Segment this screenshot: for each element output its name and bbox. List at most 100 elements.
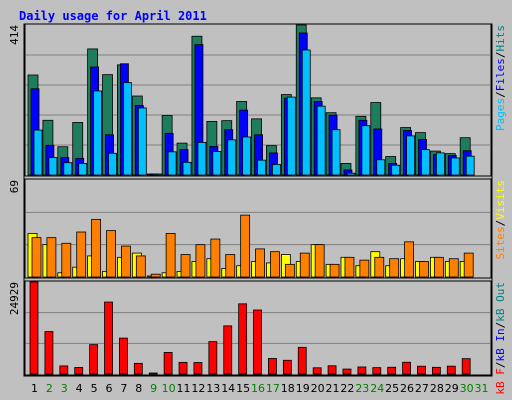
bar-kb-f-day-21 bbox=[327, 365, 337, 375]
bar-sites-day-21 bbox=[329, 263, 340, 278]
bar-kb-f-day-29 bbox=[446, 365, 456, 375]
day-label-7: 7 bbox=[120, 382, 127, 395]
legend-part: / bbox=[494, 362, 507, 369]
y-max-label: 414 bbox=[8, 25, 21, 45]
bar-sites-day-18 bbox=[284, 263, 295, 278]
legend-part: Visits bbox=[494, 180, 507, 220]
bar-sites-day-13 bbox=[210, 238, 221, 278]
day-label-29: 29 bbox=[445, 382, 459, 395]
bar-pages-day-7 bbox=[123, 82, 132, 176]
day-label-19: 19 bbox=[296, 382, 310, 395]
bar-kb-f-day-15 bbox=[238, 303, 248, 375]
bar-sites-day-30 bbox=[463, 252, 474, 278]
legend-part: Pages bbox=[494, 98, 507, 131]
bar-kb-f-day-12 bbox=[193, 362, 203, 375]
legend-part: kB F bbox=[494, 368, 507, 395]
bar-kb-f-day-24 bbox=[372, 367, 382, 375]
day-label-17: 17 bbox=[266, 382, 280, 395]
legend-part: Files bbox=[494, 58, 507, 91]
bar-kb-f-day-20 bbox=[312, 367, 322, 375]
bar-kb-f-day-17 bbox=[268, 358, 277, 375]
bar-pages-day-18 bbox=[286, 96, 296, 176]
bar-kb-f-day-25 bbox=[387, 366, 397, 375]
bar-pages-day-22 bbox=[346, 172, 356, 176]
day-label-5: 5 bbox=[91, 382, 98, 395]
day-label-24: 24 bbox=[370, 382, 384, 395]
day-label-30: 30 bbox=[460, 382, 474, 395]
chart-panel-middle: 69 Sites/Visits bbox=[8, 178, 507, 279]
bar-pages-day-1 bbox=[33, 129, 43, 176]
bar-kb-f-day-1 bbox=[29, 281, 39, 375]
bar-pages-day-28 bbox=[435, 152, 445, 176]
y-max-label: 69 bbox=[8, 180, 21, 193]
bar-pages-day-24 bbox=[376, 159, 386, 176]
bar-pages-day-12 bbox=[197, 141, 207, 176]
bar-kb-f-day-19 bbox=[297, 346, 307, 375]
bar-kb-f-day-7 bbox=[119, 337, 128, 375]
bar-kb-f-day-14 bbox=[223, 325, 233, 375]
bar-kb-f-day-23 bbox=[357, 366, 367, 375]
bar-sites-day-3 bbox=[61, 242, 72, 278]
bar-kb-f-day-2 bbox=[44, 331, 54, 375]
bar-kb-f-day-10 bbox=[163, 352, 173, 375]
legend-part: Sites bbox=[494, 226, 507, 259]
day-label-16: 16 bbox=[251, 382, 265, 395]
bar-pages-day-30 bbox=[465, 155, 475, 176]
bar-sites-day-23 bbox=[359, 259, 370, 278]
day-label-11: 11 bbox=[176, 382, 190, 395]
day-label-28: 28 bbox=[430, 382, 444, 395]
bar-kb-f-day-5 bbox=[89, 344, 99, 375]
bar-sites-day-20 bbox=[314, 244, 325, 278]
day-label-23: 23 bbox=[355, 382, 369, 395]
day-label-14: 14 bbox=[221, 382, 235, 395]
bar-pages-day-5 bbox=[93, 90, 103, 176]
bar-kb-f-day-11 bbox=[178, 361, 188, 375]
bar-kb-f-day-3 bbox=[59, 365, 69, 375]
legend-part: kB Out bbox=[494, 282, 507, 322]
bar-sites-day-5 bbox=[91, 218, 102, 278]
day-label-4: 4 bbox=[76, 382, 83, 395]
day-label-31: 31 bbox=[475, 382, 489, 395]
bar-sites-day-16 bbox=[255, 248, 265, 278]
bar-pages-day-15 bbox=[242, 136, 252, 176]
day-label-25: 25 bbox=[385, 382, 399, 395]
day-label-15: 15 bbox=[236, 382, 250, 395]
right-legend-label: Pages/Files/Hits bbox=[494, 25, 507, 131]
bar-kb-f-day-8 bbox=[133, 362, 143, 375]
bar-kb-f-day-16 bbox=[253, 309, 262, 375]
bar-kb-f-day-28 bbox=[431, 366, 441, 375]
legend-part: / bbox=[494, 91, 507, 98]
legend-part: / bbox=[494, 322, 507, 329]
legend-part: / bbox=[494, 220, 507, 227]
y-max-label: 24929 bbox=[8, 282, 21, 315]
bar-kb-f-day-13 bbox=[208, 341, 218, 375]
day-label-3: 3 bbox=[61, 382, 68, 395]
bar-pages-day-17 bbox=[272, 164, 281, 176]
right-legend-label: Sites/Visits bbox=[494, 180, 507, 260]
bar-pages-day-3 bbox=[63, 162, 73, 176]
bar-sites-day-15 bbox=[240, 214, 251, 278]
day-label-27: 27 bbox=[415, 382, 429, 395]
bar-sites-day-17 bbox=[270, 251, 280, 278]
bar-kb-f-day-9 bbox=[148, 372, 158, 375]
bar-sites-day-4 bbox=[76, 231, 87, 278]
bar-pages-day-25 bbox=[391, 164, 401, 176]
day-label-12: 12 bbox=[191, 382, 205, 395]
bar-pages-day-10 bbox=[167, 151, 177, 176]
bar-pages-day-4 bbox=[78, 163, 88, 176]
bar-pages-day-26 bbox=[406, 135, 415, 176]
bar-sites-day-22 bbox=[344, 256, 355, 278]
legend-part: Hits bbox=[494, 25, 507, 52]
legend-part: kB In bbox=[494, 328, 507, 361]
bar-sites-day-8 bbox=[135, 255, 146, 278]
bar-sites-day-25 bbox=[389, 258, 400, 278]
bar-pages-day-11 bbox=[182, 161, 192, 176]
right-legend-label: kB F/kB In/kB Out bbox=[494, 282, 507, 395]
bar-sites-day-6 bbox=[106, 230, 116, 278]
day-label-2: 2 bbox=[46, 382, 53, 395]
chart-title: Daily usage for April 2011 bbox=[19, 9, 207, 23]
bar-pages-day-19 bbox=[301, 49, 311, 176]
